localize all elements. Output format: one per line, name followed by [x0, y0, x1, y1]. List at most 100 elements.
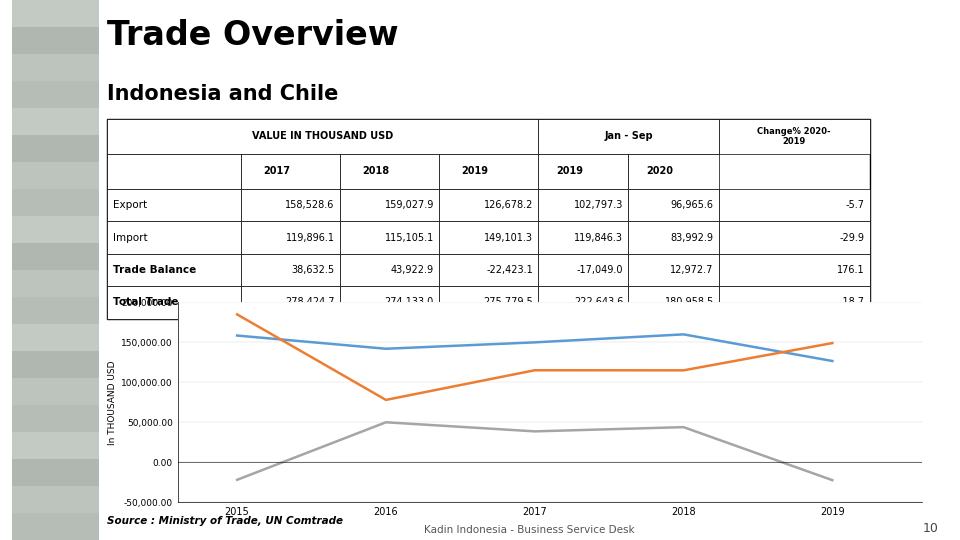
FancyBboxPatch shape: [241, 286, 340, 319]
Text: Import: Import: [112, 233, 147, 242]
Text: VALUE IN THOUSAND USD: VALUE IN THOUSAND USD: [252, 131, 394, 141]
FancyBboxPatch shape: [719, 119, 870, 154]
Text: 159,027.9: 159,027.9: [385, 200, 434, 210]
FancyBboxPatch shape: [340, 154, 439, 189]
Text: -17,049.0: -17,049.0: [577, 265, 623, 275]
FancyBboxPatch shape: [12, 108, 99, 135]
FancyBboxPatch shape: [12, 54, 99, 81]
FancyBboxPatch shape: [538, 189, 629, 221]
FancyBboxPatch shape: [12, 135, 99, 162]
FancyBboxPatch shape: [12, 0, 99, 27]
FancyBboxPatch shape: [340, 189, 439, 221]
FancyBboxPatch shape: [340, 221, 439, 254]
Text: Kadin Indonesia - Business Service Desk: Kadin Indonesia - Business Service Desk: [424, 524, 635, 535]
FancyBboxPatch shape: [12, 27, 99, 54]
FancyBboxPatch shape: [629, 221, 719, 254]
Text: 38,632.5: 38,632.5: [292, 265, 335, 275]
FancyBboxPatch shape: [12, 378, 99, 405]
Text: 278,424.7: 278,424.7: [285, 298, 335, 307]
Text: 43,922.9: 43,922.9: [391, 265, 434, 275]
Text: 158,528.6: 158,528.6: [285, 200, 335, 210]
Text: 180,958.5: 180,958.5: [664, 298, 713, 307]
FancyBboxPatch shape: [108, 221, 241, 254]
FancyBboxPatch shape: [629, 254, 719, 286]
Text: 102,797.3: 102,797.3: [574, 200, 623, 210]
Text: -5.7: -5.7: [846, 200, 864, 210]
FancyBboxPatch shape: [538, 286, 629, 319]
FancyBboxPatch shape: [12, 513, 99, 540]
Text: Source : Ministry of Trade, UN Comtrade: Source : Ministry of Trade, UN Comtrade: [108, 516, 344, 526]
FancyBboxPatch shape: [12, 162, 99, 189]
FancyBboxPatch shape: [108, 286, 241, 319]
FancyBboxPatch shape: [12, 297, 99, 324]
Text: 2017: 2017: [263, 166, 291, 177]
Text: Indonesia and Chile: Indonesia and Chile: [108, 84, 339, 104]
FancyBboxPatch shape: [241, 254, 340, 286]
FancyBboxPatch shape: [108, 154, 241, 189]
Text: Jan - Sep: Jan - Sep: [604, 131, 653, 141]
FancyBboxPatch shape: [538, 154, 629, 189]
FancyBboxPatch shape: [340, 286, 439, 319]
FancyBboxPatch shape: [719, 286, 870, 319]
FancyBboxPatch shape: [439, 154, 538, 189]
FancyBboxPatch shape: [629, 286, 719, 319]
FancyBboxPatch shape: [108, 254, 241, 286]
Text: 83,992.9: 83,992.9: [671, 233, 713, 242]
FancyBboxPatch shape: [629, 154, 719, 189]
Text: 96,965.6: 96,965.6: [671, 200, 713, 210]
FancyBboxPatch shape: [12, 351, 99, 378]
FancyBboxPatch shape: [439, 189, 538, 221]
FancyBboxPatch shape: [12, 459, 99, 486]
Text: 2019: 2019: [462, 166, 489, 177]
Text: Trade Balance: Trade Balance: [112, 265, 196, 275]
Text: 10: 10: [923, 522, 939, 535]
FancyBboxPatch shape: [719, 254, 870, 286]
Text: 222,643.6: 222,643.6: [574, 298, 623, 307]
FancyBboxPatch shape: [538, 119, 719, 154]
FancyBboxPatch shape: [719, 189, 870, 221]
FancyBboxPatch shape: [12, 216, 99, 243]
Text: 176.1: 176.1: [837, 265, 864, 275]
FancyBboxPatch shape: [108, 119, 870, 319]
Text: 115,105.1: 115,105.1: [385, 233, 434, 242]
FancyBboxPatch shape: [439, 286, 538, 319]
Text: -29.9: -29.9: [839, 233, 864, 242]
Text: 119,846.3: 119,846.3: [574, 233, 623, 242]
Text: Trade Overview: Trade Overview: [108, 19, 399, 52]
FancyBboxPatch shape: [12, 324, 99, 351]
Y-axis label: In THOUSAND USD: In THOUSAND USD: [108, 360, 117, 444]
FancyBboxPatch shape: [108, 189, 241, 221]
Text: -18.7: -18.7: [839, 298, 864, 307]
FancyBboxPatch shape: [12, 405, 99, 432]
FancyBboxPatch shape: [241, 189, 340, 221]
Text: 2019: 2019: [556, 166, 584, 177]
FancyBboxPatch shape: [538, 254, 629, 286]
Text: 2020: 2020: [647, 166, 674, 177]
FancyBboxPatch shape: [719, 221, 870, 254]
FancyBboxPatch shape: [12, 432, 99, 459]
FancyBboxPatch shape: [108, 119, 538, 154]
Text: 126,678.2: 126,678.2: [484, 200, 533, 210]
FancyBboxPatch shape: [241, 154, 340, 189]
FancyBboxPatch shape: [12, 189, 99, 216]
FancyBboxPatch shape: [439, 254, 538, 286]
FancyBboxPatch shape: [12, 486, 99, 513]
Text: -22,423.1: -22,423.1: [486, 265, 533, 275]
Text: 274,133.0: 274,133.0: [385, 298, 434, 307]
Text: Export: Export: [112, 200, 147, 210]
Text: Total Trade: Total Trade: [112, 298, 179, 307]
FancyBboxPatch shape: [241, 221, 340, 254]
Text: 12,972.7: 12,972.7: [670, 265, 713, 275]
Text: 2018: 2018: [362, 166, 390, 177]
Text: 119,896.1: 119,896.1: [286, 233, 335, 242]
Text: 149,101.3: 149,101.3: [484, 233, 533, 242]
FancyBboxPatch shape: [340, 254, 439, 286]
FancyBboxPatch shape: [538, 221, 629, 254]
FancyBboxPatch shape: [629, 189, 719, 221]
Text: Change% 2020-
2019: Change% 2020- 2019: [757, 127, 831, 146]
FancyBboxPatch shape: [12, 81, 99, 108]
FancyBboxPatch shape: [12, 243, 99, 270]
FancyBboxPatch shape: [12, 270, 99, 297]
FancyBboxPatch shape: [439, 221, 538, 254]
Text: 275,779.5: 275,779.5: [483, 298, 533, 307]
